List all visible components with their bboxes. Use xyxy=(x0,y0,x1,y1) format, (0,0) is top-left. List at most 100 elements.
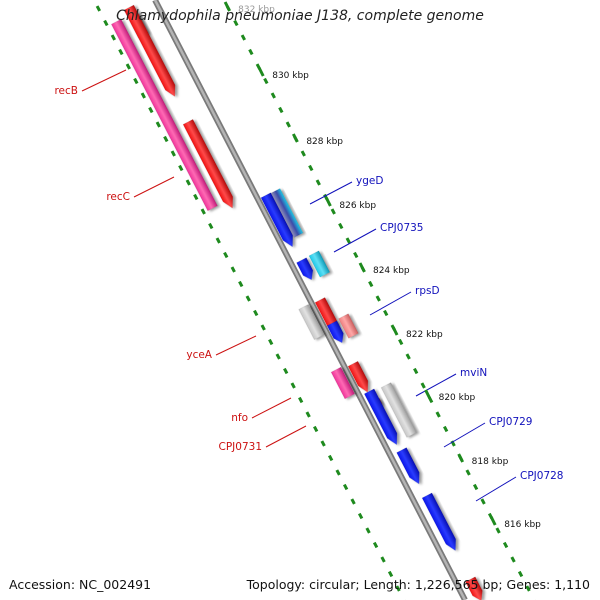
leader-line-cpj0731 xyxy=(265,425,307,448)
gene-recc-shape xyxy=(182,119,234,209)
tick-dot-inner xyxy=(525,585,531,592)
kbp-tick-label: 826 kbp xyxy=(339,201,376,211)
gene-ygeD xyxy=(270,188,304,238)
kbp-tick-label: 830 kbp xyxy=(272,71,309,81)
tick-dot-inner xyxy=(435,411,441,418)
tick-dot-outer xyxy=(320,440,326,447)
tick-dots-inner xyxy=(225,5,536,600)
tick-dot-outer xyxy=(313,425,319,433)
leader-line-cpj0735 xyxy=(333,228,377,253)
map-title: Chlamydophila pneumoniae J138, complete … xyxy=(116,8,484,24)
tick-dot-inner xyxy=(263,77,269,85)
gene-labels: recB recC yceA nfo CPJ0731 ygeD CPJ0735 rpsD mvi… xyxy=(54,85,563,482)
tick-dot-outer xyxy=(185,179,191,186)
leader-line-recb xyxy=(81,69,127,92)
tick-dot-inner xyxy=(233,19,239,27)
gene-label-cpj0735: CPJ0735 xyxy=(380,222,423,234)
gene-cyan-2-shape xyxy=(308,250,331,278)
tick-dot-outer xyxy=(140,92,146,99)
kbp-tick-label: 822 kbp xyxy=(406,330,443,340)
tick-dot-inner xyxy=(300,150,306,157)
tick-dot-outer xyxy=(328,454,334,462)
tick-dot-outer xyxy=(372,541,379,549)
gene-red-2 xyxy=(347,360,369,393)
gene-label-mvin: mviN xyxy=(460,367,487,379)
leader-line-ycea xyxy=(215,335,257,356)
leader-line-cpj0729 xyxy=(443,422,486,448)
tick-dot-outer xyxy=(118,48,124,56)
gene-label-ycea: yceA xyxy=(186,349,212,361)
tick-dot-outer xyxy=(365,527,371,534)
gene-label-nfo: nfo xyxy=(231,412,248,424)
kbp-tick-mark xyxy=(391,326,399,336)
tick-dot-inner xyxy=(502,541,509,549)
tick-dot-inner xyxy=(398,338,404,346)
gene-blue-rpsd xyxy=(326,320,344,344)
tick-dot-outer xyxy=(133,77,139,85)
leader-line-rpsd xyxy=(369,291,412,316)
gene-recb-shape xyxy=(123,4,176,97)
gene-label-cpj0729: CPJ0729 xyxy=(489,416,532,428)
gene-blue-1 xyxy=(260,192,294,248)
gene-blue-1-shape xyxy=(260,192,294,248)
tick-dot-outer xyxy=(238,280,244,288)
gene-nfo-shape xyxy=(330,366,355,400)
gene-cpj0728-shape xyxy=(421,492,456,552)
tick-dot-outer xyxy=(275,353,281,360)
kbp-tick-label: 816 kbp xyxy=(504,520,541,530)
tick-dot-outer xyxy=(178,164,184,172)
accession-text: Accession: NC_002491 xyxy=(9,577,152,592)
gene-cpj0728 xyxy=(421,492,456,552)
tick-dot-inner xyxy=(330,208,336,215)
tick-dot-outer xyxy=(148,106,154,114)
tick-dot-inner xyxy=(368,280,374,288)
tick-dot-inner xyxy=(383,309,389,317)
tick-dot-inner xyxy=(472,483,479,491)
gene-grey-3-shape xyxy=(380,382,417,438)
tick-dot-inner xyxy=(413,367,419,375)
tick-dot-inner xyxy=(465,469,471,476)
leader-line-nfo xyxy=(251,397,292,419)
tick-dot-outer xyxy=(298,396,304,404)
gene-red-bottom xyxy=(465,576,483,600)
gene-label-recb: recB xyxy=(54,85,78,97)
tick-dot-inner xyxy=(285,121,291,128)
tick-dot-outer xyxy=(283,367,289,375)
tick-dot-outer xyxy=(357,512,364,520)
tick-dot-inner xyxy=(345,237,351,244)
kbp-tick-labels: 816 kbp 818 kbp 820 kbp 822 kbp 824 kbp 826 k… xyxy=(223,1,541,530)
tick-dot-outer xyxy=(342,483,349,491)
tick-dot-outer xyxy=(193,193,199,201)
tick-dot-outer xyxy=(253,309,259,317)
kbp-tick-label: 828 kbp xyxy=(306,137,343,147)
tick-dot-outer xyxy=(387,570,394,578)
tick-dot-outer xyxy=(290,382,296,389)
tick-dot-outer xyxy=(163,135,169,143)
genome-backbone-highlight xyxy=(153,0,467,600)
kbp-tick-label: 818 kbp xyxy=(472,457,509,467)
gene-label-recc: recC xyxy=(106,191,130,203)
tick-dot-outer xyxy=(95,5,102,12)
tick-dot-inner xyxy=(375,295,381,302)
gene-rpsd-shape xyxy=(338,313,359,339)
leader-line-mvin xyxy=(415,373,457,397)
gene-recb-recc-magenta-shape xyxy=(110,18,218,212)
kbp-tick-mark xyxy=(457,453,465,463)
tick-dot-outer xyxy=(215,237,221,244)
gene-red-bottom-shape xyxy=(465,576,483,600)
gene-ygeD-shape xyxy=(270,188,304,238)
leader-line-yged xyxy=(309,181,353,205)
gene-features xyxy=(110,4,483,600)
tick-dot-inner xyxy=(308,164,314,172)
tick-dot-inner xyxy=(517,570,524,578)
tick-dot-inner xyxy=(353,251,359,259)
tick-dot-outer xyxy=(230,266,236,273)
gene-label-rpsd: rpsD xyxy=(415,285,440,297)
tick-dot-inner xyxy=(338,222,344,230)
tick-dot-inner xyxy=(510,556,516,563)
tick-dot-outer xyxy=(268,338,274,346)
leader-line-cpj0728 xyxy=(475,476,517,502)
tick-dot-inner xyxy=(315,179,321,186)
gene-cyan-2 xyxy=(308,250,331,278)
